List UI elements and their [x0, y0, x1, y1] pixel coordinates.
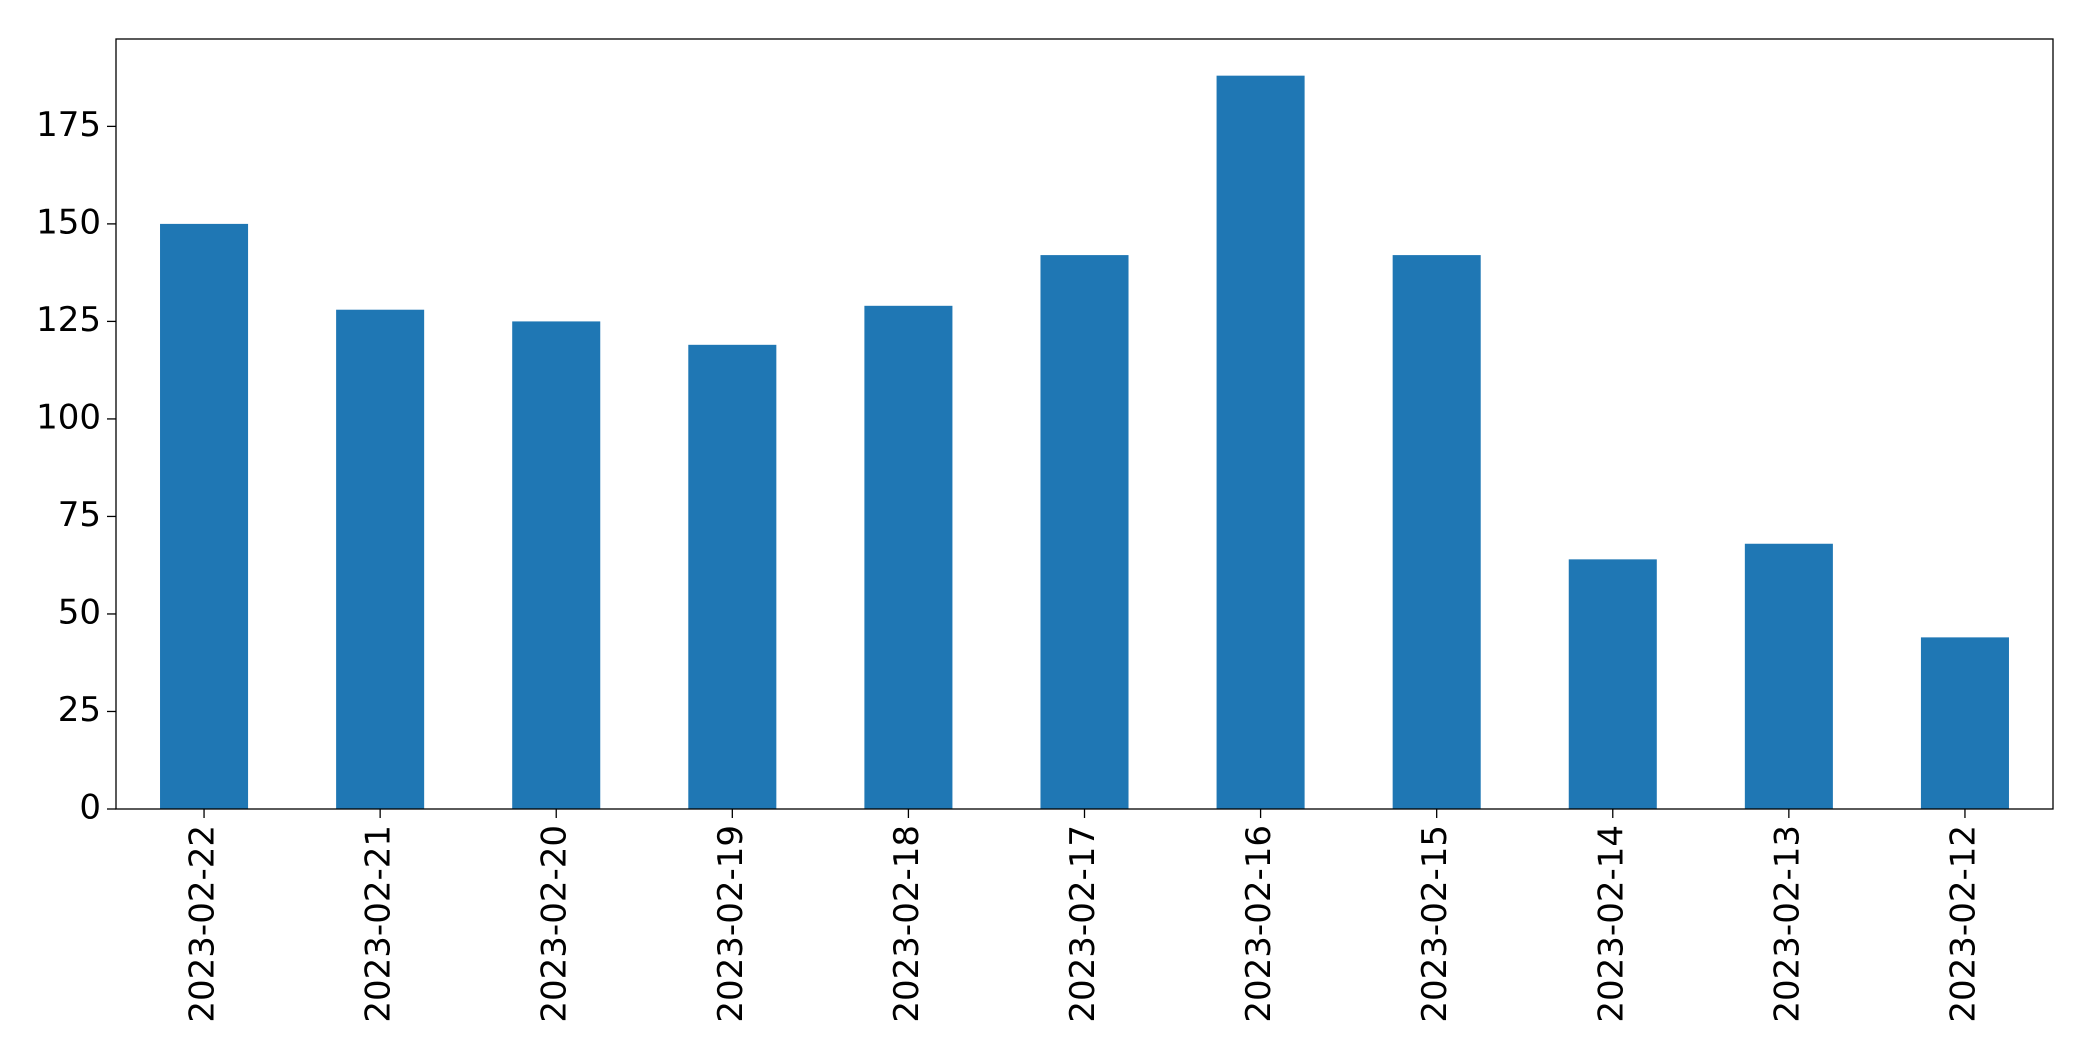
y-tick-label: 175 — [36, 105, 101, 145]
y-tick-label: 50 — [58, 592, 101, 632]
bar — [512, 321, 601, 809]
y-tick-label: 150 — [36, 202, 101, 242]
bar — [336, 309, 425, 809]
plot-frame — [115, 38, 2054, 810]
bar — [1920, 637, 2009, 809]
bar — [1216, 75, 1305, 809]
y-tick-label: 25 — [58, 690, 101, 730]
x-tick-label: 2023-02-22 — [183, 825, 223, 1023]
bar — [1568, 559, 1657, 809]
x-tick-label: 2023-02-14 — [1591, 825, 1631, 1023]
bar — [1392, 255, 1481, 809]
bar — [160, 223, 249, 809]
bar — [1040, 255, 1129, 809]
x-tick-label: 2023-02-20 — [535, 825, 575, 1023]
y-tick-label: 0 — [79, 788, 101, 828]
bar — [1744, 543, 1833, 809]
x-tick-label: 2023-02-15 — [1415, 825, 1455, 1023]
bar — [864, 305, 953, 809]
x-tick-label: 2023-02-12 — [1943, 825, 1983, 1023]
x-tick-label: 2023-02-17 — [1063, 825, 1103, 1023]
y-tick-label: 75 — [58, 495, 101, 535]
x-tick-label: 2023-02-19 — [711, 825, 751, 1023]
x-tick-label: 2023-02-13 — [1767, 825, 1807, 1023]
bar — [688, 344, 777, 809]
x-tick-label: 2023-02-16 — [1239, 825, 1279, 1023]
x-tick-label: 2023-02-21 — [359, 825, 399, 1023]
x-tick-label: 2023-02-18 — [887, 825, 927, 1023]
y-tick-label: 100 — [36, 397, 101, 437]
y-tick-label: 125 — [36, 300, 101, 340]
